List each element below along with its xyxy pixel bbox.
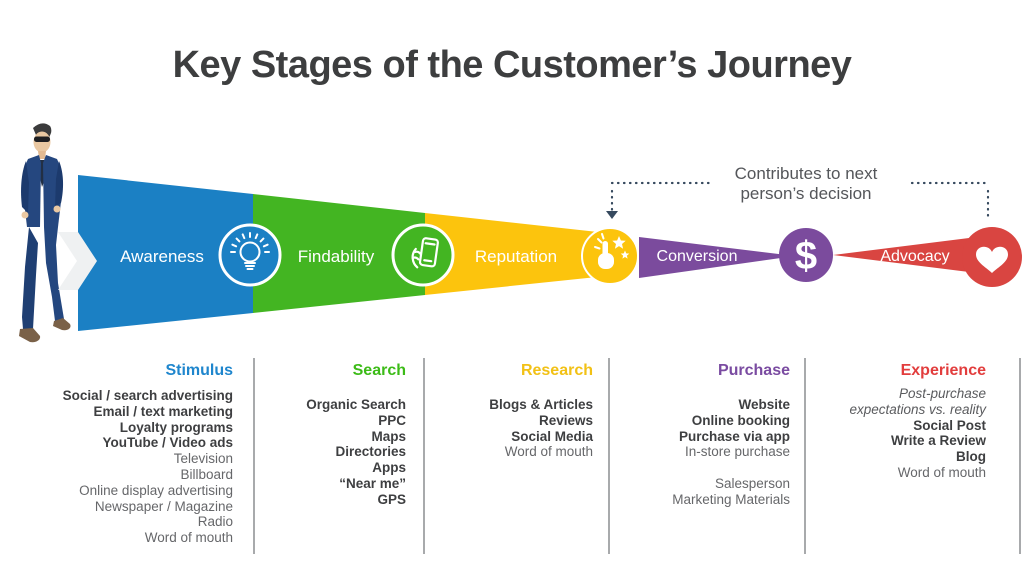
dotted-connector-right (910, 181, 990, 223)
column-item: Directories (335, 444, 406, 460)
dotted-connector-left (610, 181, 712, 212)
column-item: Word of mouth (897, 464, 986, 480)
column-research: Research Blogs & Articles Reviews Social… (425, 358, 610, 554)
chevron-right-arrow-icon (58, 232, 97, 290)
heart-icon (976, 246, 1008, 273)
journey-funnel: $ Awareness Findability Reputation Conve… (0, 115, 1024, 350)
man-arm-right (55, 161, 64, 207)
column-item: Marketing Materials (672, 491, 790, 507)
column-item: Email / text marketing (93, 403, 233, 419)
lightbulb-icon (230, 232, 270, 270)
man-hand-right (53, 205, 61, 213)
stage-label-reputation: Reputation (475, 247, 557, 266)
column-item: Radio (197, 514, 233, 530)
conversion-circle: $ (779, 228, 833, 282)
column-item: PPC (378, 412, 406, 428)
funnel-svg: $ Awareness Findability Reputation Conve… (19, 123, 1022, 343)
findability-circle (391, 223, 455, 287)
column-item: expectations vs. reality (849, 401, 986, 417)
column-item: Online booking (691, 412, 790, 428)
annotation-line1: Contributes to next (735, 164, 878, 183)
stage-segment-conversion (639, 237, 795, 278)
column-item: Purchase via app (678, 428, 790, 444)
column-item: Maps (371, 428, 406, 444)
column-header-search: Search (352, 362, 406, 379)
man-shoe-left (19, 328, 41, 343)
awareness-circle (218, 223, 282, 287)
man-leg-right (44, 227, 64, 321)
man-arm-left (21, 161, 29, 213)
column-item (610, 460, 790, 476)
stage-label-conversion: Conversion (657, 248, 738, 265)
annotation-line2: person’s decision (740, 184, 871, 203)
man-illustration (19, 123, 71, 343)
column-item: Reviews (538, 412, 593, 428)
column-header-purchase: Purchase (717, 362, 790, 379)
column-item: Website (738, 397, 790, 412)
column-item: Post-purchase (898, 386, 986, 401)
column-stimulus: Stimulus Social / search advertising Ema… (0, 358, 255, 554)
column-item: “Near me” (339, 475, 406, 491)
column-item: Word of mouth (504, 444, 593, 460)
column-item: Blog (956, 449, 986, 465)
stage-segment-reputation (425, 213, 616, 295)
column-item: Organic Search (306, 397, 406, 412)
column-header-stimulus: Stimulus (165, 362, 233, 379)
man-neck (38, 151, 46, 159)
column-header-experience: Experience (900, 362, 986, 379)
stage-label-advocacy: Advocacy (880, 248, 949, 265)
column-search: Search Organic Search PPC Maps Directori… (255, 358, 425, 554)
column-item: Online display advertising (79, 482, 233, 498)
column-header-research: Research (520, 362, 593, 379)
column-purchase: Purchase Website Online booking Purchase… (610, 358, 806, 554)
column-item: Write a Review (890, 433, 986, 449)
man-shoe-right (53, 318, 71, 331)
stage-segment-awareness (78, 175, 253, 331)
stage-label-findability: Findability (298, 247, 375, 266)
reputation-circle (581, 227, 639, 285)
stage-detail-columns: Stimulus Social / search advertising Ema… (0, 358, 1024, 556)
stage-segment-advocacy (833, 236, 985, 274)
column-item: Newspaper / Magazine (94, 498, 233, 514)
page-title: Key Stages of the Customer’s Journey (172, 44, 852, 86)
arrow-down-icon (606, 211, 618, 219)
sunglasses-icon (34, 136, 50, 142)
column-item: Television (173, 451, 233, 467)
hand-phone-icon (411, 237, 439, 269)
column-experience: Experience Post-purchase expectations vs… (806, 358, 1021, 554)
dollar-icon: $ (795, 234, 817, 278)
column-item: Loyalty programs (119, 419, 233, 435)
stage-segment-findability (253, 194, 425, 313)
column-item: Social Media (511, 428, 593, 444)
column-item: Social Post (913, 417, 986, 433)
man-leg-left (22, 227, 38, 329)
column-item: Word of mouth (144, 530, 233, 546)
awareness-circle-bg (218, 223, 282, 287)
tap-stars-icon (594, 233, 630, 269)
advocacy-circle (962, 227, 1022, 287)
column-item: GPS (377, 491, 406, 507)
column-item: Billboard (180, 466, 233, 482)
man-hand-left (21, 211, 29, 219)
conversion-circle-bg (779, 228, 833, 282)
column-item: Social / search advertising (62, 388, 233, 403)
findability-circle-bg (391, 223, 455, 287)
column-item: In-store purchase (684, 444, 790, 460)
column-item: Blogs & Articles (489, 397, 593, 412)
column-item: YouTube / Video ads (102, 435, 233, 451)
stage-label-awareness: Awareness (120, 247, 204, 266)
column-item: Salesperson (714, 475, 790, 491)
column-item: Apps (372, 460, 406, 476)
